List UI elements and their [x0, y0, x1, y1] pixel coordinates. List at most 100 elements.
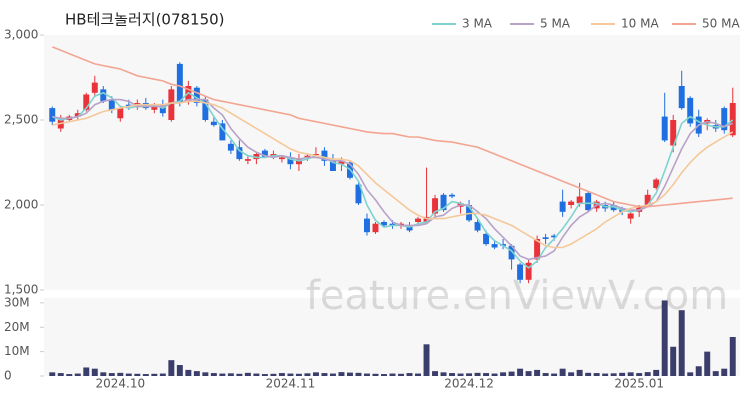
ma-line	[52, 100, 734, 249]
volume-bar	[372, 373, 379, 376]
price-panel	[44, 35, 740, 290]
y-tick-label: 30M	[4, 295, 30, 309]
candle-body	[321, 150, 328, 161]
volume-bar	[364, 373, 370, 376]
volume-bar	[559, 368, 566, 376]
candle-body	[193, 87, 200, 103]
volume-bar	[244, 372, 251, 376]
volume-bar	[593, 373, 600, 376]
volume-bar	[440, 372, 447, 376]
volume-bar	[66, 374, 73, 376]
volume-bar	[159, 373, 166, 376]
volume-bar	[449, 373, 456, 376]
candle-body	[236, 147, 243, 160]
volume-bar	[712, 371, 719, 376]
candle-body	[644, 194, 651, 205]
volume-bar	[253, 373, 260, 376]
y-tick-label: 20M	[4, 320, 30, 334]
candle-body	[108, 99, 115, 110]
watermark: feature.enViewV.com	[306, 273, 728, 319]
candle-body	[364, 218, 370, 233]
y-tick-label: 10M	[4, 344, 30, 358]
volume-bar	[474, 372, 481, 376]
volume-bar	[381, 374, 387, 376]
candle-body	[721, 108, 728, 131]
candle-body	[261, 150, 268, 158]
candle-body	[142, 103, 149, 109]
candle-body	[542, 237, 549, 239]
volume-bar	[142, 374, 149, 376]
volume-bar	[355, 372, 362, 376]
volume-bar	[270, 373, 277, 376]
volume-bar	[125, 373, 132, 376]
candle-body	[627, 213, 634, 219]
volume-bar	[415, 373, 421, 376]
volume-bar	[91, 368, 98, 376]
volume-bar	[151, 373, 158, 376]
y-tick-label: 3,000	[4, 28, 38, 42]
volume-bar	[193, 371, 200, 376]
legend-label: 50 MA	[702, 17, 740, 31]
volume-bar	[287, 373, 294, 376]
volume-bar	[236, 373, 243, 376]
ma-line	[52, 98, 733, 261]
candle-body	[117, 108, 124, 119]
candle-body	[559, 201, 566, 212]
candle-body	[508, 245, 515, 260]
candle-body	[83, 94, 90, 110]
chart-title: HB테크놀러지(078150)	[65, 11, 225, 29]
volume-bar	[312, 372, 319, 376]
candle-body	[151, 104, 158, 110]
candle-body	[74, 113, 81, 117]
volume-bar	[687, 372, 694, 376]
candle-body	[210, 121, 217, 126]
candle-body	[278, 157, 285, 160]
candle-body	[355, 184, 362, 204]
volume-bar	[491, 373, 498, 376]
candle-body	[202, 99, 209, 120]
volume-bar	[508, 371, 515, 376]
volume-bar	[389, 373, 396, 376]
candle-body	[406, 225, 413, 231]
candle-body	[287, 157, 294, 165]
y-tick-label: 2,000	[4, 198, 38, 212]
volume-bar	[729, 337, 736, 376]
volume-bar	[423, 344, 430, 376]
volume-bar	[49, 372, 56, 376]
candle-body	[253, 154, 260, 160]
volume-bar	[57, 373, 64, 376]
volume-bar	[585, 372, 592, 376]
candle-body	[219, 123, 226, 141]
volume-bar	[466, 373, 473, 376]
volume-bar	[346, 372, 353, 376]
candle-body	[483, 233, 490, 245]
y-tick-label: 1,500	[4, 283, 38, 297]
candle-body	[49, 108, 56, 122]
volume-bar	[457, 373, 464, 376]
volume-bar	[278, 373, 285, 376]
candle-body	[729, 103, 736, 136]
candle-body	[432, 198, 439, 214]
volume-bar	[602, 373, 609, 376]
volume-bar	[108, 373, 115, 376]
volume-bar	[185, 369, 192, 376]
candle-body	[440, 194, 447, 211]
volume-bar	[210, 373, 217, 376]
volume-bar	[534, 369, 541, 376]
ma-line	[52, 46, 733, 208]
volume-panel	[44, 298, 740, 376]
volume-bar	[542, 373, 549, 376]
volume-bar	[670, 346, 677, 376]
candle-body	[270, 154, 277, 156]
candle-body	[678, 86, 685, 109]
volume-bar	[398, 373, 404, 376]
candle-body	[517, 264, 524, 280]
candle-body	[100, 89, 107, 102]
volume-bar	[168, 360, 175, 376]
candle-body	[449, 194, 456, 197]
candle-body	[670, 120, 677, 146]
candle-body	[91, 82, 98, 93]
candle-body	[534, 239, 541, 260]
candle-body	[525, 262, 532, 280]
